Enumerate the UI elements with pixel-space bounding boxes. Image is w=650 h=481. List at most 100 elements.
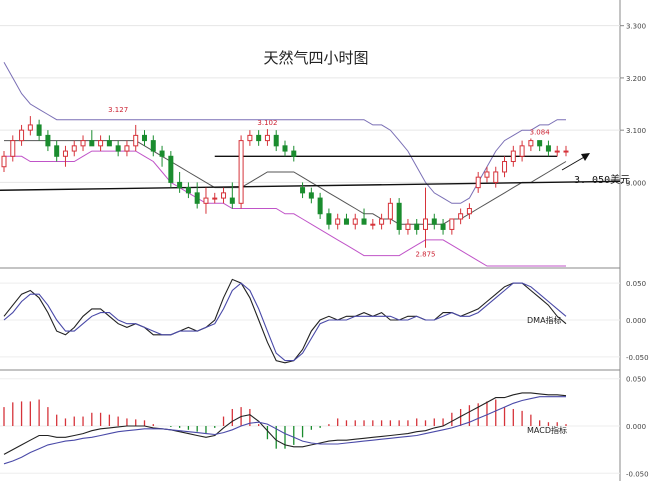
level-lines — [0, 155, 621, 191]
price-tick-label: 3.000 — [626, 179, 646, 187]
candle-body — [194, 192, 200, 204]
target-arrow-line — [561, 155, 587, 171]
candle-body — [212, 197, 218, 200]
candle-body — [62, 150, 68, 157]
candle-body — [466, 208, 472, 215]
gridlines — [0, 25, 620, 474]
candle-body — [177, 181, 183, 189]
candle-body — [528, 140, 534, 147]
dma-label: DMA指标 — [527, 315, 562, 325]
candle-body — [343, 218, 349, 225]
price-annotation: 2.875 — [415, 251, 435, 259]
candle-body — [273, 134, 279, 147]
candle-body — [502, 161, 508, 173]
candle-body — [308, 192, 314, 199]
candle-body — [370, 223, 376, 226]
candle-body — [291, 150, 297, 157]
price-annotation: 3.102 — [257, 119, 277, 127]
candle-body — [449, 218, 455, 230]
candle-body — [98, 140, 104, 147]
candle-body — [221, 192, 227, 199]
candle-body — [414, 223, 420, 230]
candle-body — [537, 140, 543, 147]
bollinger-upper-line — [3, 61, 566, 204]
candle-body — [115, 145, 121, 152]
candle-body — [396, 202, 402, 230]
bollinger-bands — [3, 61, 567, 267]
candle-body — [27, 124, 33, 131]
candle-body — [247, 134, 253, 142]
candle-body — [431, 218, 437, 225]
candle-body — [317, 197, 323, 215]
candle-body — [124, 145, 130, 152]
chart-title: 天然气四小时图 — [263, 49, 368, 67]
dma-tick-label: -0.050 — [626, 354, 649, 362]
dma-signal-line — [3, 282, 567, 362]
macd-dea-line — [3, 396, 566, 465]
price-annotation: 3.127 — [108, 106, 128, 114]
target-price-label: 3. 050美元 — [574, 173, 630, 186]
candle-body — [256, 134, 262, 142]
candle-body — [563, 150, 569, 153]
candle-body — [10, 140, 16, 157]
candle-body — [89, 140, 95, 147]
price-annotations: 3.127 3.102 2.875 3.084 — [108, 106, 550, 259]
price-tick-label: 3.200 — [626, 75, 646, 83]
macd-tick-label: -0.050 — [626, 470, 649, 478]
candle-body — [264, 134, 270, 142]
candle-body — [387, 202, 393, 220]
price-tick-label: 3.100 — [626, 127, 646, 135]
candle-body — [335, 218, 341, 225]
macd-tick-label: 0.050 — [626, 376, 646, 384]
candle-body — [185, 187, 191, 194]
candle-body — [106, 140, 112, 147]
price-tick-label: 3.300 — [626, 23, 646, 31]
macd-panel — [3, 392, 567, 465]
candle-body — [80, 140, 86, 147]
target-arrow-head — [581, 153, 590, 161]
candle-body — [150, 140, 156, 152]
candle-body — [300, 187, 306, 194]
bollinger-mid-line — [4, 140, 567, 225]
candle-body — [326, 213, 332, 225]
candle-body — [229, 197, 235, 204]
candle-body — [36, 124, 42, 136]
candle-body — [19, 129, 25, 142]
candle-body — [554, 150, 560, 153]
axis-ticks: 3.300 3.200 3.100 3.000 0.050 0.000 -0.050 0.05… — [620, 23, 649, 478]
macd-tick-label: 0.000 — [626, 423, 646, 431]
candle-body — [168, 155, 174, 183]
macd-label: MACD指标 — [527, 425, 567, 435]
candle-body — [159, 150, 165, 157]
candle-body — [1, 155, 7, 168]
candle-body — [493, 171, 499, 183]
candle-body — [203, 197, 209, 204]
candle-body — [458, 213, 464, 220]
price-annotation: 3.084 — [530, 129, 551, 137]
candle-body — [475, 176, 481, 189]
dma-tick-label: 0.050 — [626, 280, 646, 288]
candle-body — [484, 171, 490, 178]
bollinger-lower-line — [4, 150, 566, 267]
candle-body — [423, 218, 428, 230]
candle-body — [133, 134, 139, 147]
chart-background — [0, 0, 620, 481]
candle-body — [405, 223, 411, 230]
candle-body — [238, 140, 244, 204]
dma-panel — [3, 278, 567, 364]
candle-body — [45, 134, 51, 147]
candle-body — [71, 145, 77, 152]
candle-body — [510, 150, 516, 163]
candlesticks — [1, 116, 569, 248]
dma-line — [3, 278, 567, 364]
candle-body — [54, 145, 60, 157]
trend-line — [0, 180, 621, 191]
candle-body — [142, 134, 147, 142]
candle-body — [519, 145, 525, 157]
candle-body — [379, 218, 385, 225]
candle-body — [282, 145, 288, 152]
dma-tick-label: 0.000 — [626, 317, 646, 325]
candle-body — [361, 218, 367, 225]
candle-body — [545, 145, 551, 152]
